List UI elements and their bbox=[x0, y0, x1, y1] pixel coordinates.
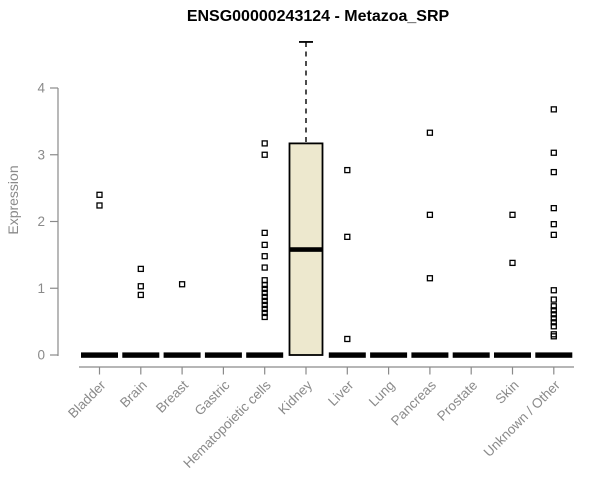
data-point bbox=[261, 281, 268, 289]
x-axis-tick-label: Skin bbox=[492, 378, 521, 407]
x-axis-tick-label: Unknown / Other bbox=[481, 377, 564, 460]
data-point bbox=[261, 309, 268, 317]
y-axis-tick-label: 1 bbox=[37, 281, 45, 296]
y-axis-tick-label: 4 bbox=[37, 81, 45, 96]
data-point bbox=[550, 315, 557, 322]
x-axis-tick-label: Prostate bbox=[434, 378, 480, 424]
x-axis-tick-label: Liver bbox=[325, 377, 357, 409]
data-point bbox=[261, 293, 268, 301]
data-point bbox=[509, 211, 516, 218]
zero-median-bar bbox=[370, 352, 408, 358]
data-point bbox=[137, 265, 144, 273]
data-point bbox=[261, 264, 268, 271]
x-axis-tick-label: Kidney bbox=[275, 377, 315, 417]
data-point bbox=[550, 307, 557, 314]
data-point bbox=[261, 297, 268, 305]
zero-median-bar bbox=[328, 352, 366, 358]
data-point bbox=[509, 259, 516, 267]
x-axis-tick-label: Lung bbox=[366, 378, 398, 410]
data-point bbox=[550, 333, 557, 340]
data-point bbox=[344, 335, 351, 343]
data-point bbox=[550, 303, 557, 310]
data-point bbox=[344, 166, 351, 174]
zero-median-bar bbox=[81, 352, 118, 358]
data-point bbox=[550, 204, 557, 212]
median-line bbox=[289, 247, 323, 252]
data-point bbox=[96, 191, 103, 198]
data-point bbox=[261, 229, 268, 236]
data-point bbox=[550, 231, 557, 239]
data-point bbox=[178, 281, 186, 288]
zero-median-bar bbox=[411, 352, 449, 358]
data-point bbox=[137, 283, 144, 290]
data-point bbox=[550, 323, 557, 330]
chart-title: ENSG00000243124 - Metazoa_SRP bbox=[186, 8, 450, 25]
zero-median-bar bbox=[246, 352, 284, 358]
data-point bbox=[426, 211, 434, 218]
data-point bbox=[261, 289, 268, 297]
x-axis-tick-label: Pancreas bbox=[388, 377, 439, 428]
data-point bbox=[261, 241, 268, 249]
y-axis-tick-label: 3 bbox=[37, 147, 45, 162]
data-point bbox=[261, 140, 268, 147]
x-axis-tick-label: Breast bbox=[153, 377, 191, 415]
data-point bbox=[137, 291, 144, 299]
data-point bbox=[261, 253, 268, 260]
zero-median-bar bbox=[535, 352, 573, 358]
data-point bbox=[344, 233, 351, 241]
data-point bbox=[550, 106, 557, 113]
zero-median-bar bbox=[163, 352, 201, 358]
x-axis-tick-label: Bladder bbox=[65, 377, 109, 421]
zero-median-bar bbox=[452, 352, 490, 358]
data-point bbox=[261, 313, 268, 321]
data-point bbox=[550, 311, 557, 318]
x-axis-tick-label: Gastric bbox=[192, 377, 233, 418]
data-point bbox=[550, 319, 557, 326]
data-point bbox=[96, 202, 103, 209]
data-point bbox=[550, 287, 557, 294]
data-point bbox=[261, 285, 268, 293]
data-point bbox=[550, 296, 557, 303]
y-axis-tick-label: 2 bbox=[37, 214, 45, 229]
data-point bbox=[426, 275, 434, 282]
data-point bbox=[261, 301, 268, 309]
zero-median-bar bbox=[494, 352, 531, 358]
data-point bbox=[550, 168, 557, 176]
x-axis-tick-label: Brain bbox=[117, 378, 150, 411]
zero-median-bar bbox=[204, 352, 242, 358]
zero-median-bar bbox=[122, 352, 160, 358]
data-point bbox=[261, 151, 268, 158]
data-point bbox=[550, 149, 557, 156]
data-point bbox=[261, 305, 268, 313]
data-point bbox=[550, 221, 557, 228]
y-axis-tick-label: 0 bbox=[37, 348, 45, 363]
data-point bbox=[426, 129, 434, 136]
